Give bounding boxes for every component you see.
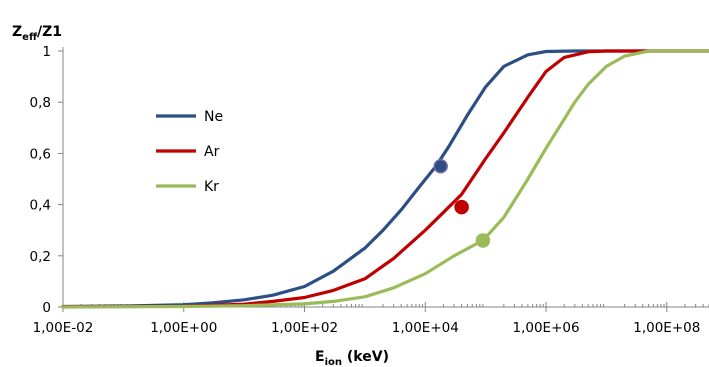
y-axis-title-sub: eff (22, 32, 38, 43)
marker-ar (454, 199, 469, 215)
y-tick-label: 0,4 (30, 198, 51, 214)
y-tick-label: 0,6 (30, 146, 51, 162)
y-tick-label: 0 (42, 300, 51, 316)
series-line-kr (61, 49, 709, 309)
legend: Ne Ar Kr (156, 109, 223, 195)
series-line-ar (61, 49, 709, 309)
y-tick-label: 0,8 (30, 95, 51, 111)
legend-label-kr: Kr (204, 179, 219, 195)
x-tick-label: 1,00E-02 (33, 320, 94, 336)
legend-label-ne: Ne (204, 109, 223, 125)
x-axis-title-sub: ion (325, 357, 342, 367)
y-tick-label: 0,2 (30, 249, 51, 265)
plot-area: 0 0,2 0,4 0,6 0,8 1 1,00E-02 1,00E+00 1,00E+02 1,… (30, 44, 709, 336)
x-axis-title-main: E (315, 349, 325, 365)
y-axis-title-main: Z (12, 24, 22, 40)
x-axis-title: Eion (keV) (315, 349, 389, 367)
series-line-ne (61, 49, 709, 309)
svg-text:Eion (keV): Eion (keV) (315, 349, 389, 367)
svg-text:Zeff/Z1: Zeff/Z1 (12, 24, 62, 43)
marker-kr (475, 233, 491, 248)
legend-label-ar: Ar (204, 144, 220, 160)
x-axis-title-tail: (keV) (342, 349, 389, 365)
x-tick-label: 1,00E+00 (150, 320, 217, 336)
x-tick-label: 1,00E+06 (512, 320, 579, 336)
x-tick-label: 1,00E+02 (271, 320, 338, 336)
y-axis-title-tail: /Z1 (37, 24, 62, 40)
x-tick-label: 1,00E+08 (633, 320, 700, 336)
y-axis-title: Zeff/Z1 (12, 24, 62, 43)
y-tick-label: 1 (42, 44, 51, 60)
x-tick-label: 1,00E+04 (392, 320, 459, 336)
marker-ne (433, 158, 448, 174)
